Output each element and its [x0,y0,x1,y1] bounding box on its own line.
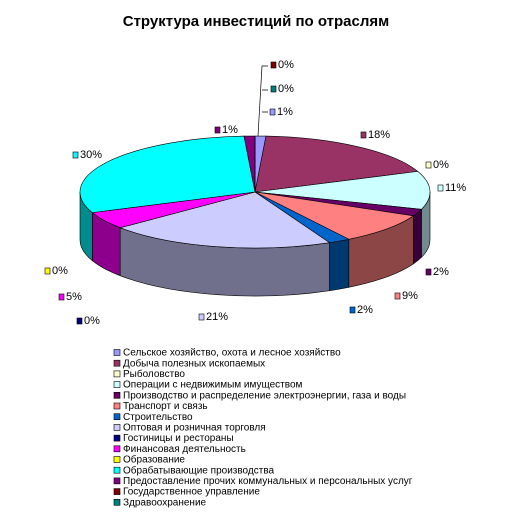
legend-label: Предоставление прочих коммунальных и пер… [123,476,413,487]
legend-key [113,434,121,442]
legend-label: Оптовая и розничная торговля [123,423,266,434]
legend-key [113,445,121,453]
label-key [270,61,277,69]
label-key [425,161,432,169]
label-key [349,306,356,314]
legend-label: Государственное управление [123,487,260,498]
legend-key [113,359,121,367]
pie-slice [119,191,331,249]
legend-label: Здравоохранение [123,497,207,508]
legend-key [113,456,121,463]
legend-key [113,370,121,378]
label-key [394,292,401,300]
pie-side [329,238,350,292]
data-label: 1% [222,124,238,136]
legend-label: Добыча полезных ископаемых [123,357,265,369]
legend-label: Гостиницы и рестораны [123,433,234,444]
label-key [270,85,277,93]
legend-label: Сельское хозяйство, охота и лесное хозяй… [123,348,341,359]
label-key [58,293,65,301]
data-label: 0% [52,265,68,277]
label-key [198,313,205,321]
legend-key [113,349,121,356]
data-label: 2% [357,304,373,316]
pie-slice [254,191,415,240]
legend-label: Операции с недвижимым имуществом [123,380,303,391]
legend-label: Транспорт и связь [123,401,208,412]
pie-side [413,208,422,265]
data-label: 21% [206,311,228,323]
data-label: 1% [277,106,293,118]
data-label: 9% [402,290,418,302]
pie-slice [254,171,431,210]
data-label: 2% [433,266,449,278]
legend-label: Производство и распределение электроэнер… [123,390,406,401]
legend-label: Строительство [123,412,193,423]
pie-slice [254,135,419,193]
label-key [360,131,367,139]
label-key [269,108,276,116]
legend-key [113,498,121,506]
chart-title: Структура инвестиций по отраслям [123,13,389,30]
label-key [72,151,79,159]
label-key [214,126,221,134]
pie-slice [79,135,256,213]
data-label: 0% [433,159,449,171]
legend-key [113,477,121,485]
data-label: 18% [368,129,390,141]
leader-lines [257,65,268,137]
legend-label: Финансовая деятельность [123,444,246,455]
legend-label: Рыболовство [123,368,185,380]
data-label: 0% [278,59,294,71]
legend-key [113,488,121,495]
label-key [44,267,51,275]
data-label: 11% [445,182,466,194]
legend-key [113,402,121,410]
label-key [76,317,83,325]
legend-key [113,424,121,431]
data-label: 30% [80,149,102,161]
leader-line [257,65,268,137]
legend-key [113,466,121,474]
legend-label: Образование [123,454,185,466]
legend-label: Обрабатывающие производства [123,464,275,476]
legend-key [113,391,121,399]
label-key [437,184,444,192]
legend-key [113,381,121,388]
legend-key [113,413,121,421]
label-key [425,268,432,276]
data-label: 0% [84,315,100,327]
data-label: 0% [278,83,294,95]
data-label: 5% [66,291,82,303]
